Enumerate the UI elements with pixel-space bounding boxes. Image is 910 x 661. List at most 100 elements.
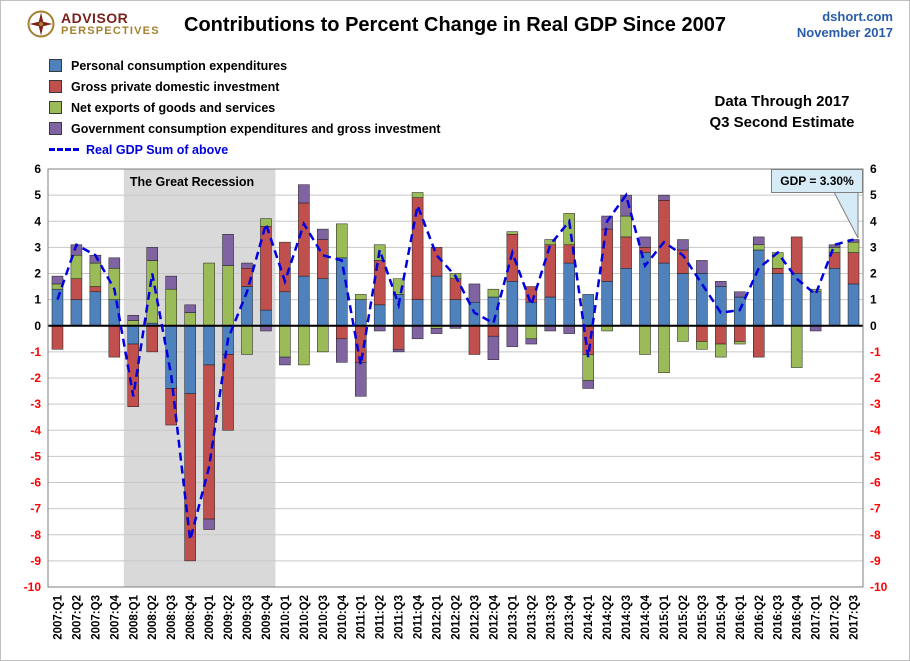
bar-segment <box>430 328 443 334</box>
bar-segment <box>582 380 594 389</box>
legend-item-pce: Personal consumption expenditures <box>49 55 441 76</box>
plot-border <box>47 168 864 588</box>
y-axis-label-left: 3 <box>34 240 41 254</box>
x-axis-label: 2010:Q3 <box>318 595 330 640</box>
x-axis-label: 2011:Q2 <box>375 595 387 639</box>
bar-segment <box>828 268 841 326</box>
bar-segment <box>184 393 196 562</box>
y-axis-label-right: 0 <box>870 319 877 333</box>
x-axis-label: 2013:Q4 <box>564 594 576 639</box>
bar-segment <box>336 257 348 327</box>
bar-segment <box>411 325 424 340</box>
x-axis-label: 2008:Q1 <box>128 594 140 639</box>
legend-item-net-exports: Net exports of goods and services <box>49 97 441 118</box>
bar-segment <box>51 288 64 326</box>
x-axis-label: 2011:Q1 <box>356 594 368 639</box>
x-axis-label: 2010:Q2 <box>299 595 311 640</box>
bar-segment <box>449 278 462 300</box>
y-axis-label-right: 6 <box>870 162 877 176</box>
y-axis-label-left: 4 <box>34 214 41 228</box>
bar-segment <box>677 325 689 342</box>
source-site[interactable]: dshort.com <box>822 9 893 24</box>
x-axis-label: 2013:Q3 <box>545 595 557 640</box>
bar-segment <box>639 325 651 355</box>
logo-line2: PERSPECTIVES <box>61 24 160 37</box>
bar-segment <box>89 262 102 287</box>
bar-segment <box>279 356 291 366</box>
bar-segment <box>677 239 689 251</box>
y-axis-label-right: -1 <box>870 345 881 359</box>
bar-segment <box>430 275 443 326</box>
bar-segment <box>70 299 83 326</box>
bar-segment <box>317 228 329 240</box>
bar-segment <box>753 236 765 246</box>
y-axis-label-right: -9 <box>870 554 881 568</box>
y-axis-label-right: -6 <box>870 476 881 490</box>
data-through-annotation: Data Through 2017 Q3 Second Estimate <box>677 91 887 133</box>
bar-segment <box>468 283 481 303</box>
x-axis-label: 2015:Q3 <box>697 595 709 640</box>
legend-item-real-gdp: Real GDP Sum of above <box>49 139 441 160</box>
bar-segment <box>89 291 102 327</box>
bar-segment <box>544 239 557 246</box>
bar-segment <box>620 268 632 326</box>
x-axis-label: 2017:Q1 <box>811 594 823 639</box>
x-axis-label: 2011:Q3 <box>394 595 406 639</box>
gdp-callout: GDP = 3.30% <box>771 169 863 193</box>
x-axis-label: 2015:Q1 <box>659 594 671 639</box>
x-axis-label: 2016:Q4 <box>792 594 804 639</box>
bar-segment <box>753 325 765 358</box>
bar-segment <box>696 341 708 350</box>
x-axis-label: 2015:Q2 <box>678 595 690 640</box>
y-axis-label-right: -5 <box>870 449 881 463</box>
y-axis-label-left: -8 <box>30 528 41 542</box>
bar-segment <box>411 192 424 198</box>
y-axis-label-right: 3 <box>870 240 877 254</box>
bar-segment <box>506 325 519 347</box>
bar-segment <box>317 325 329 353</box>
bar-segment <box>525 325 538 340</box>
x-axis-label: 2013:Q1 <box>507 594 519 639</box>
y-axis-label-left: -6 <box>30 476 41 490</box>
bar-segment <box>753 249 765 326</box>
logo-line1: ADVISOR <box>61 9 129 26</box>
x-axis-label: 2010:Q4 <box>337 594 349 639</box>
source-block: dshort.com November 2017 <box>797 9 893 42</box>
bar-segment <box>734 291 746 298</box>
bar-segment <box>298 184 310 204</box>
y-axis-label-right: 2 <box>870 267 877 281</box>
bar-segment <box>696 273 708 326</box>
bar-segment <box>260 309 272 327</box>
bar-segment <box>525 301 538 326</box>
bar-segment <box>847 241 860 253</box>
x-axis-label: 2011:Q4 <box>413 594 425 639</box>
legend-label-real-gdp: Real GDP Sum of above <box>86 142 229 157</box>
bar-segment <box>336 338 348 363</box>
x-axis-label: 2016:Q3 <box>773 595 785 640</box>
legend-label-pce: Personal consumption expenditures <box>71 58 288 73</box>
bar-segment <box>184 312 196 326</box>
y-axis-label-right: 4 <box>870 214 877 228</box>
bar-segment <box>715 325 727 345</box>
y-axis-label-left: -3 <box>30 397 41 411</box>
bar-segment <box>184 325 196 394</box>
bar-segment <box>298 325 310 366</box>
y-axis-label-right: -4 <box>870 423 881 437</box>
bar-segment <box>487 325 500 337</box>
legend-swatch-government <box>49 122 62 135</box>
bar-segment <box>260 218 272 227</box>
y-axis-label-left: -2 <box>30 371 41 385</box>
x-axis-label: 2007:Q1 <box>52 594 64 639</box>
bar-segment <box>601 281 613 326</box>
x-axis-label: 2008:Q2 <box>147 595 159 640</box>
bar-segment <box>354 294 367 300</box>
y-axis-label-left: -7 <box>30 502 41 516</box>
legend-dashed-line-sample <box>49 148 79 151</box>
bar-segment <box>373 304 386 327</box>
bar-segment <box>771 273 784 326</box>
bar-segment <box>336 325 348 340</box>
bar-segment <box>336 223 348 259</box>
bar-segment <box>658 262 670 326</box>
